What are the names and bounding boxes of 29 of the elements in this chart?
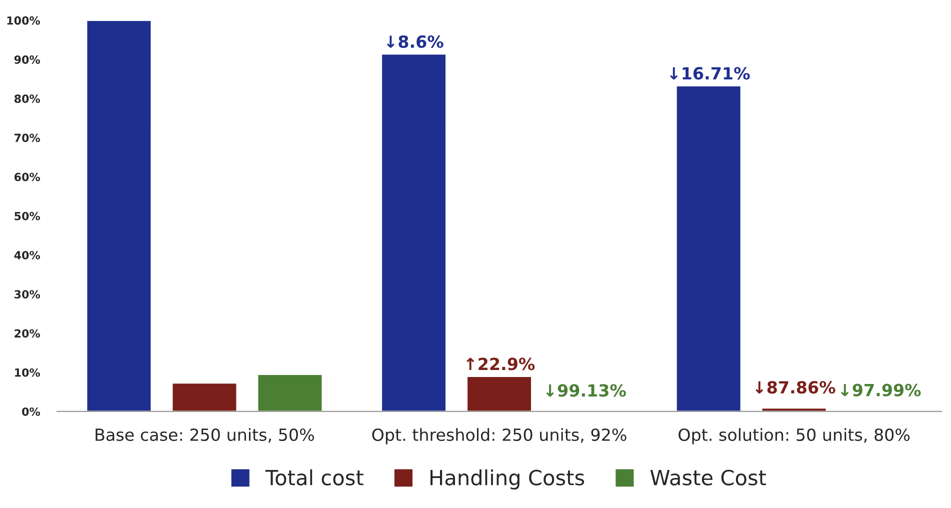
x-tick-label: Opt. threshold: 250 units, 92% bbox=[372, 428, 626, 444]
annotation: ↑22.9% bbox=[466, 358, 535, 370]
legend-label: Handling Costs bbox=[430, 469, 584, 490]
bar bbox=[86, 20, 152, 412]
legend-label: Total cost bbox=[265, 469, 364, 486]
x-tick-label: Base case: 250 units, 50% bbox=[96, 428, 314, 443]
legend-label: Waste Cost bbox=[650, 470, 766, 486]
y-tick-label: 0% bbox=[22, 407, 40, 416]
annotation: ↓16.71% bbox=[670, 67, 750, 80]
y-tick-label: 70% bbox=[14, 134, 40, 142]
y-tick-label: 30% bbox=[14, 290, 40, 299]
bar bbox=[675, 84, 742, 412]
x-tick-label: Opt. solution: 50 units, 80% bbox=[678, 428, 910, 444]
y-tick-label: 80% bbox=[14, 94, 40, 103]
y-tick-label: 100% bbox=[7, 16, 40, 25]
bar bbox=[466, 376, 532, 412]
annotation: ↓87.86% bbox=[756, 381, 836, 394]
bar bbox=[171, 382, 238, 412]
y-tick-label: 40% bbox=[14, 250, 40, 260]
y-tick-label: 60% bbox=[14, 172, 40, 182]
y-tick-label: 20% bbox=[14, 329, 40, 338]
y-tick-label: 10% bbox=[15, 368, 40, 377]
annotation: ↓97.99% bbox=[841, 384, 921, 396]
y-tick-label: 90% bbox=[14, 55, 40, 64]
annotation: ↓8.6% bbox=[386, 35, 444, 48]
bar bbox=[256, 374, 324, 412]
y-tick-label: 50% bbox=[14, 212, 40, 220]
annotation: ↓99.13% bbox=[546, 384, 626, 397]
bar bbox=[380, 53, 447, 412]
